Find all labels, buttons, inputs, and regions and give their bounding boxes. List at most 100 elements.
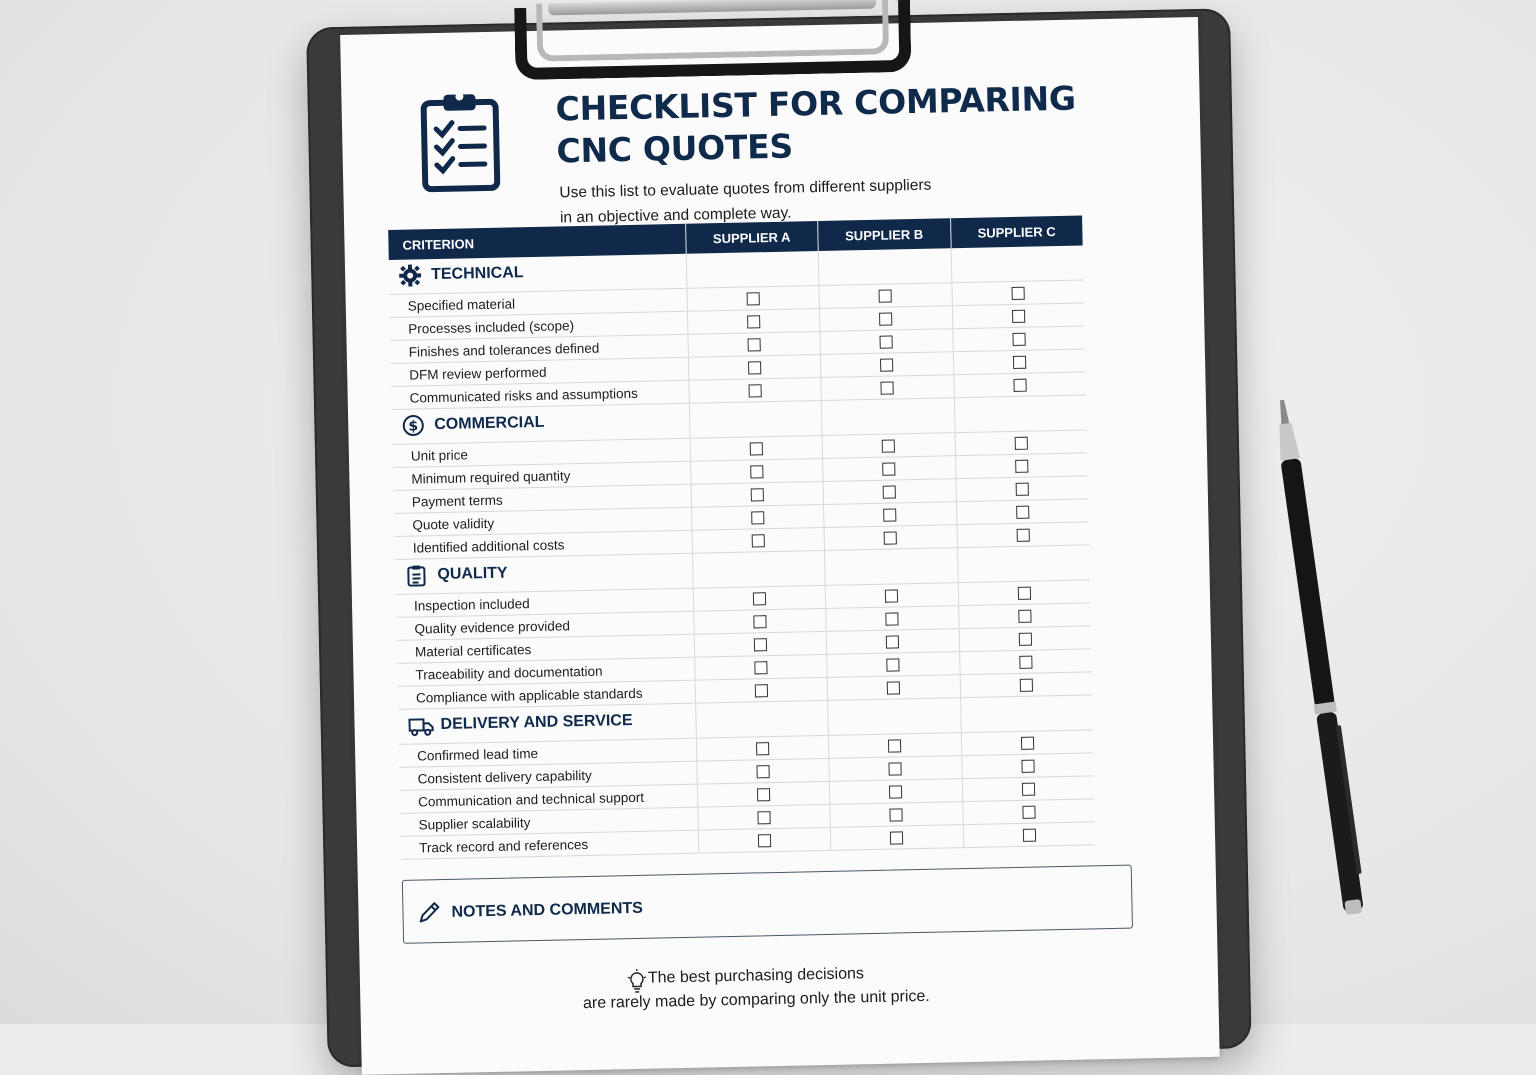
supplier-b-checkbox[interactable] — [889, 786, 902, 799]
supplier-c-checkbox[interactable] — [1016, 529, 1029, 542]
supplier-b-checkbox[interactable] — [882, 440, 895, 453]
page-title: CHECKLIST FOR COMPARING CNC QUOTES — [555, 76, 1177, 173]
supplier-b-cell — [829, 779, 962, 805]
supplier-c-checkbox[interactable] — [1015, 460, 1028, 473]
supplier-a-cell — [687, 309, 820, 335]
supplier-b-checkbox[interactable] — [883, 486, 896, 499]
supplier-c-checkbox[interactable] — [1014, 437, 1027, 450]
supplier-a-checkbox[interactable] — [751, 512, 764, 525]
supplier-b-checkbox[interactable] — [879, 313, 892, 326]
supplier-b-checkbox[interactable] — [886, 613, 899, 626]
supplier-a-checkbox[interactable] — [756, 743, 769, 756]
clipboard-checklist-icon — [419, 88, 501, 194]
supplier-b-cell — [819, 306, 952, 332]
supplier-b-checkbox[interactable] — [883, 509, 896, 522]
header-supplier-b: SUPPLIER B — [818, 218, 951, 251]
supplier-c-checkbox[interactable] — [1011, 287, 1024, 300]
gear-icon — [399, 264, 421, 286]
supplier-c-cell — [956, 499, 1088, 525]
supplier-a-checkbox[interactable] — [753, 593, 766, 606]
supplier-b-cell — [824, 525, 957, 551]
supplier-b-checkbox[interactable] — [888, 740, 901, 753]
supplier-b-cell — [826, 629, 959, 655]
supplier-a-cell — [693, 608, 826, 634]
supplier-c-cell — [953, 372, 1085, 398]
supplier-c-checkbox[interactable] — [1013, 356, 1026, 369]
supplier-c-checkbox[interactable] — [1012, 333, 1025, 346]
dollar-circle-icon: $ — [402, 414, 424, 436]
notes-box[interactable]: NOTES AND COMMENTS — [402, 865, 1133, 944]
supplier-c-checkbox[interactable] — [1019, 656, 1032, 669]
supplier-a-checkbox[interactable] — [756, 766, 769, 779]
truck-icon — [408, 714, 430, 736]
header-supplier-a: SUPPLIER A — [685, 221, 818, 254]
supplier-b-checkbox[interactable] — [881, 382, 894, 395]
supplier-c-checkbox[interactable] — [1015, 483, 1028, 496]
supplier-c-checkbox[interactable] — [1018, 610, 1031, 623]
supplier-b-checkbox[interactable] — [885, 590, 898, 603]
supplier-a-cell — [698, 827, 831, 853]
supplier-c-checkbox[interactable] — [1023, 829, 1036, 842]
comparison-table: CRITERION SUPPLIER A SUPPLIER B SUPPLIER… — [388, 215, 1095, 859]
supplier-b-checkbox[interactable] — [880, 336, 893, 349]
section-title: TECHNICAL — [389, 262, 524, 287]
supplier-c-checkbox[interactable] — [1022, 783, 1035, 796]
checklist-sheet: CHECKLIST FOR COMPARING CNC QUOTES Use t… — [340, 17, 1220, 1075]
supplier-a-cell — [690, 435, 823, 461]
supplier-b-checkbox[interactable] — [879, 290, 892, 303]
supplier-b-cell — [822, 433, 955, 459]
supplier-b-checkbox[interactable] — [890, 832, 903, 845]
supplier-c-checkbox[interactable] — [1022, 806, 1035, 819]
supplier-b-checkbox[interactable] — [887, 682, 900, 695]
supplier-a-checkbox[interactable] — [750, 466, 763, 479]
supplier-a-checkbox[interactable] — [758, 835, 771, 848]
supplier-c-checkbox[interactable] — [1019, 679, 1032, 692]
supplier-a-checkbox[interactable] — [754, 662, 767, 675]
supplier-c-cell — [956, 522, 1088, 548]
supplier-a-checkbox[interactable] — [754, 639, 767, 652]
supplier-b-cell — [825, 583, 958, 609]
supplier-b-cell — [828, 733, 961, 759]
supplier-c-checkbox[interactable] — [1019, 633, 1032, 646]
supplier-a-cell — [694, 631, 827, 657]
supplier-a-checkbox[interactable] — [755, 685, 768, 698]
supplier-c-cell — [960, 672, 1092, 698]
supplier-a-checkbox[interactable] — [747, 339, 760, 352]
supplier-c-checkbox[interactable] — [1016, 506, 1029, 519]
supplier-c-cell — [952, 303, 1084, 329]
section-empty-cell — [689, 400, 822, 438]
supplier-b-cell — [830, 802, 963, 828]
supplier-a-checkbox[interactable] — [757, 812, 770, 825]
supplier-b-cell — [824, 502, 957, 528]
supplier-c-checkbox[interactable] — [1012, 310, 1025, 323]
supplier-b-checkbox[interactable] — [880, 359, 893, 372]
supplier-c-checkbox[interactable] — [1021, 737, 1034, 750]
supplier-c-cell — [961, 730, 1093, 756]
supplier-b-checkbox[interactable] — [886, 636, 899, 649]
section-empty-cell — [828, 698, 961, 736]
supplier-c-checkbox[interactable] — [1021, 760, 1034, 773]
section-title-text: COMMERCIAL — [434, 413, 545, 433]
supplier-a-checkbox[interactable] — [753, 616, 766, 629]
supplier-a-checkbox[interactable] — [747, 316, 760, 329]
supplier-b-checkbox[interactable] — [884, 532, 897, 545]
supplier-c-checkbox[interactable] — [1013, 379, 1026, 392]
supplier-a-cell — [697, 781, 830, 807]
supplier-c-checkbox[interactable] — [1018, 587, 1031, 600]
section-empty-cell — [818, 248, 951, 285]
supplier-a-checkbox[interactable] — [751, 535, 764, 548]
supplier-b-checkbox[interactable] — [887, 659, 900, 672]
section-title: $ COMMERCIAL — [392, 411, 545, 436]
supplier-c-cell — [961, 753, 1093, 779]
supplier-a-checkbox[interactable] — [757, 789, 770, 802]
supplier-a-checkbox[interactable] — [748, 385, 761, 398]
supplier-b-cell — [830, 825, 963, 851]
supplier-a-checkbox[interactable] — [748, 362, 761, 375]
supplier-a-checkbox[interactable] — [750, 489, 763, 502]
supplier-a-checkbox[interactable] — [749, 443, 762, 456]
supplier-a-checkbox[interactable] — [746, 293, 759, 306]
supplier-a-cell — [691, 481, 824, 507]
supplier-b-checkbox[interactable] — [889, 763, 902, 776]
supplier-b-checkbox[interactable] — [882, 463, 895, 476]
supplier-b-checkbox[interactable] — [890, 809, 903, 822]
